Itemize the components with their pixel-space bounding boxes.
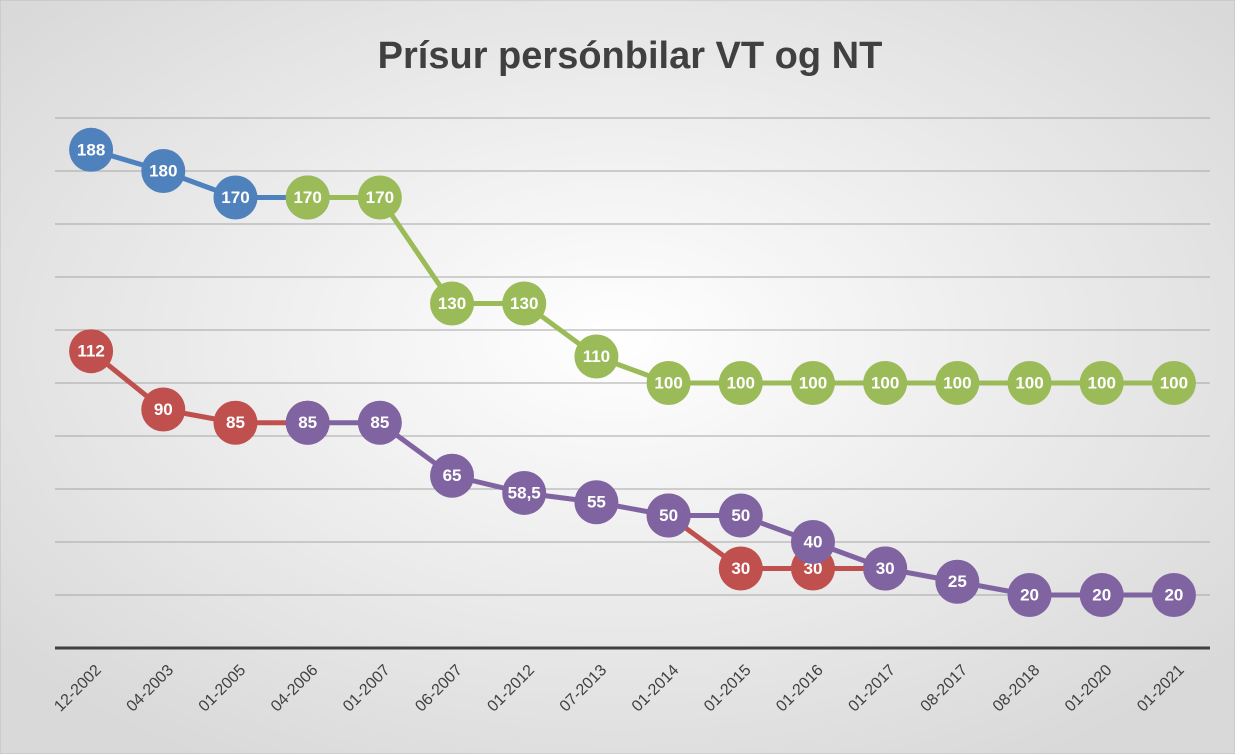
- marker: [213, 400, 258, 445]
- marker: [863, 546, 908, 591]
- marker: [1151, 361, 1196, 405]
- marker: [574, 334, 619, 379]
- data-label: 130: [438, 294, 466, 313]
- data-label: 170: [221, 188, 249, 207]
- data-label: 85: [298, 413, 317, 432]
- data-label: 85: [226, 413, 245, 432]
- marker: [69, 329, 114, 374]
- marker: [718, 361, 763, 405]
- data-label: 100: [799, 373, 827, 392]
- data-label: 90: [154, 400, 173, 419]
- marker: [1007, 573, 1052, 617]
- data-label: 50: [731, 506, 750, 525]
- data-label: 65: [443, 466, 462, 485]
- marker: [1151, 573, 1196, 617]
- data-label: 100: [1088, 373, 1116, 392]
- marker: [69, 127, 114, 172]
- data-label: 110: [583, 347, 610, 366]
- data-label: 100: [1160, 373, 1188, 392]
- data-label: 20: [1020, 585, 1039, 604]
- marker: [1079, 573, 1124, 617]
- data-label: 20: [1092, 585, 1111, 604]
- data-label: 30: [876, 559, 895, 578]
- data-label: 180: [149, 161, 177, 180]
- data-label: 130: [510, 294, 538, 313]
- marker: [790, 361, 835, 405]
- series-line: [90, 147, 308, 200]
- marker: [1007, 361, 1052, 405]
- data-label: 30: [731, 559, 750, 578]
- marker: [863, 361, 908, 405]
- data-label: 100: [943, 373, 971, 392]
- data-label: 100: [871, 373, 899, 392]
- data-label: 85: [370, 413, 389, 432]
- marker: [1079, 361, 1124, 405]
- marker: [646, 361, 691, 405]
- data-label: 100: [727, 373, 755, 392]
- series-line: [89, 349, 886, 571]
- data-label: 58,5: [508, 483, 541, 502]
- marker: [141, 387, 186, 432]
- data-label: 170: [366, 188, 394, 207]
- marker: [718, 546, 763, 591]
- data-label: 100: [1015, 373, 1043, 392]
- marker: [430, 453, 475, 498]
- marker: [935, 559, 980, 604]
- marker: [718, 493, 763, 538]
- marker: [357, 175, 402, 220]
- data-label: 25: [948, 572, 967, 591]
- marker: [430, 281, 475, 326]
- marker: [502, 470, 547, 515]
- marker: [357, 400, 402, 445]
- data-label: 50: [659, 506, 678, 525]
- data-label: 30: [804, 559, 823, 578]
- data-label: 40: [804, 532, 823, 551]
- marker: [790, 520, 835, 564]
- data-label: 100: [654, 373, 682, 392]
- marker: [141, 149, 186, 193]
- chart-title: Prísur persónbilar VT og NT: [378, 35, 883, 77]
- marker: [213, 175, 258, 220]
- marker: [646, 493, 691, 538]
- marker: [574, 480, 619, 525]
- data-label: 188: [77, 140, 105, 159]
- marker: [502, 281, 547, 326]
- marker: [285, 175, 330, 220]
- data-label: 20: [1164, 585, 1183, 604]
- data-label: 170: [293, 188, 321, 207]
- data-label: 112: [77, 342, 104, 361]
- marker: [285, 400, 330, 445]
- data-label: 55: [587, 493, 606, 512]
- marker: [935, 361, 980, 405]
